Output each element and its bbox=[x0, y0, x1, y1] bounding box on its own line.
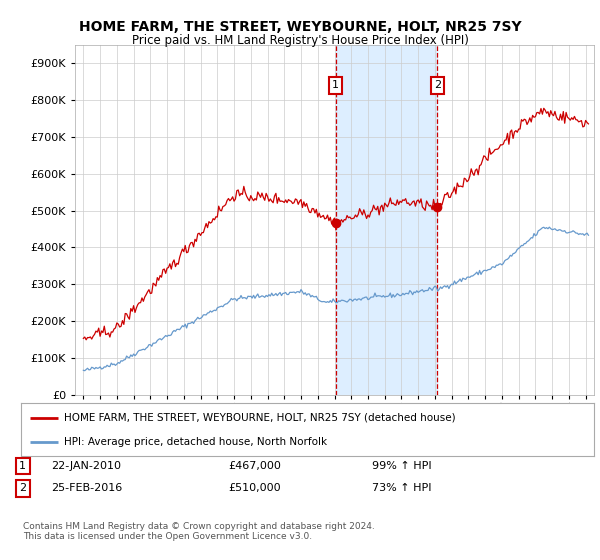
Bar bbox=[335, 45, 437, 395]
Text: HOME FARM, THE STREET, WEYBOURNE, HOLT, NR25 7SY (detached house): HOME FARM, THE STREET, WEYBOURNE, HOLT, … bbox=[64, 413, 455, 423]
Text: HPI: Average price, detached house, North Norfolk: HPI: Average price, detached house, Nort… bbox=[64, 437, 327, 447]
Text: 1: 1 bbox=[332, 80, 339, 90]
Text: Contains HM Land Registry data © Crown copyright and database right 2024.
This d: Contains HM Land Registry data © Crown c… bbox=[23, 522, 374, 542]
Text: 25-FEB-2016: 25-FEB-2016 bbox=[51, 483, 122, 493]
Text: 22-JAN-2010: 22-JAN-2010 bbox=[51, 461, 121, 471]
Text: HOME FARM, THE STREET, WEYBOURNE, HOLT, NR25 7SY: HOME FARM, THE STREET, WEYBOURNE, HOLT, … bbox=[79, 20, 521, 34]
Text: £510,000: £510,000 bbox=[228, 483, 281, 493]
Text: Price paid vs. HM Land Registry's House Price Index (HPI): Price paid vs. HM Land Registry's House … bbox=[131, 34, 469, 46]
Text: £467,000: £467,000 bbox=[228, 461, 281, 471]
Text: 99% ↑ HPI: 99% ↑ HPI bbox=[372, 461, 431, 471]
Text: 2: 2 bbox=[19, 483, 26, 493]
Text: 2: 2 bbox=[434, 80, 441, 90]
Text: 1: 1 bbox=[19, 461, 26, 471]
Text: 73% ↑ HPI: 73% ↑ HPI bbox=[372, 483, 431, 493]
